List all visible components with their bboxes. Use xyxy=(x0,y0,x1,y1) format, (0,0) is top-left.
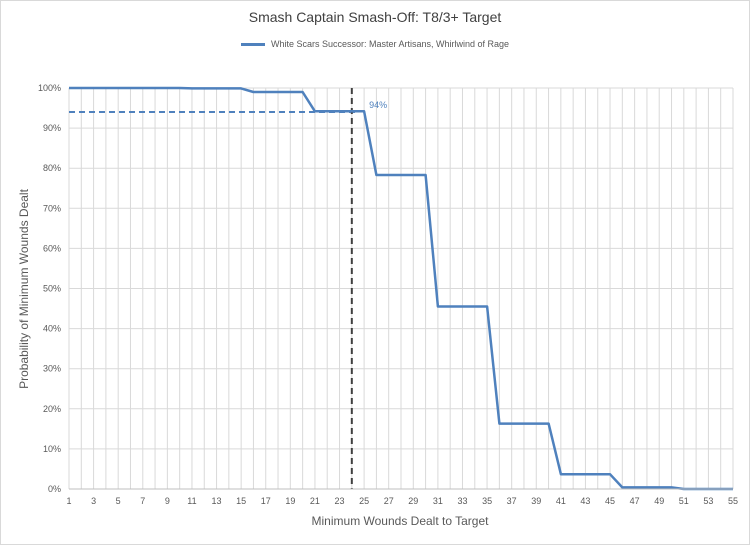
series-line xyxy=(69,86,733,491)
x-tick-label: 35 xyxy=(482,496,492,506)
y-tick-label: 20% xyxy=(43,404,61,414)
x-tick-label: 7 xyxy=(140,496,145,506)
x-tick-label: 1 xyxy=(66,496,71,506)
x-tick-label: 53 xyxy=(703,496,713,506)
x-tick-label: 31 xyxy=(433,496,443,506)
x-tick-label: 45 xyxy=(605,496,615,506)
x-tick-label: 39 xyxy=(531,496,541,506)
x-tick-label: 25 xyxy=(359,496,369,506)
y-axis-label: Probability of Minimum Wounds Dealt xyxy=(17,189,31,389)
x-tick-label: 19 xyxy=(285,496,295,506)
y-tick-label: 10% xyxy=(43,444,61,454)
y-tick-label: 90% xyxy=(43,123,61,133)
x-tick-label: 9 xyxy=(165,496,170,506)
x-tick-label: 11 xyxy=(187,496,196,506)
x-tick-label: 15 xyxy=(236,496,246,506)
x-tick-label: 17 xyxy=(261,496,271,506)
x-tick-label: 21 xyxy=(310,496,320,506)
y-tick-label: 60% xyxy=(43,243,61,253)
y-tick-label: 30% xyxy=(43,364,61,374)
x-tick-label: 3 xyxy=(91,496,96,506)
x-tick-label: 51 xyxy=(679,496,689,506)
y-tick-label: 40% xyxy=(43,324,61,334)
x-tick-label: 23 xyxy=(335,496,345,506)
chart-legend: White Scars Successor: Master Artisans, … xyxy=(0,39,750,49)
x-tick-label: 41 xyxy=(556,496,566,506)
y-tick-label: 0% xyxy=(48,484,61,494)
y-tick-label: 100% xyxy=(38,83,61,93)
x-tick-label: 13 xyxy=(212,496,222,506)
x-tick-label: 5 xyxy=(116,496,121,506)
x-tick-label: 29 xyxy=(408,496,418,506)
chart-title: Smash Captain Smash-Off: T8/3+ Target xyxy=(248,9,502,25)
x-axis-label: Minimum Wounds Dealt to Target xyxy=(311,514,489,528)
legend-label: White Scars Successor: Master Artisans, … xyxy=(270,39,510,49)
y-tick-label: 80% xyxy=(43,163,61,173)
x-tick-label: 49 xyxy=(654,496,664,506)
x-tick-label: 33 xyxy=(457,496,467,506)
x-tick-label: 37 xyxy=(507,496,517,506)
annotation-label: 94% xyxy=(369,100,387,110)
x-tick-label: 55 xyxy=(728,496,738,506)
x-tick-label: 47 xyxy=(630,496,640,506)
x-tick-label: 43 xyxy=(580,496,590,506)
y-tick-label: 50% xyxy=(43,284,61,294)
x-tick-label: 27 xyxy=(384,496,394,506)
legend-swatch xyxy=(240,42,265,46)
y-tick-label: 70% xyxy=(43,203,61,213)
